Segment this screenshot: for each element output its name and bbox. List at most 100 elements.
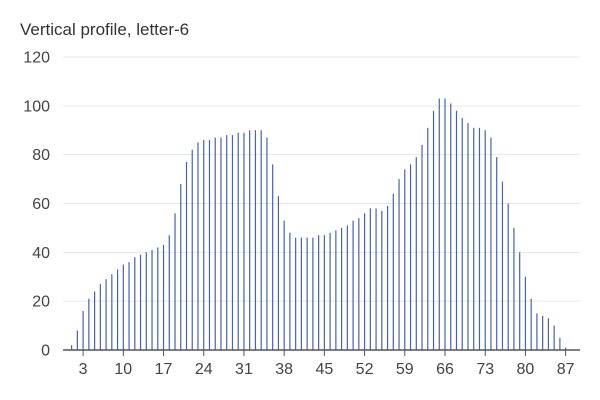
bar bbox=[185, 161, 188, 350]
bar bbox=[151, 249, 153, 350]
x-tick-label: 17 bbox=[155, 361, 173, 378]
bar bbox=[329, 232, 331, 350]
bar bbox=[455, 110, 458, 350]
bar bbox=[375, 208, 377, 350]
bar bbox=[404, 169, 406, 350]
bar bbox=[392, 193, 394, 350]
x-tick-label: 3 bbox=[79, 361, 88, 378]
bar bbox=[536, 313, 538, 350]
bar bbox=[272, 164, 274, 350]
bar bbox=[467, 122, 469, 350]
bar bbox=[450, 103, 452, 351]
bar bbox=[128, 262, 130, 350]
bar bbox=[438, 98, 440, 350]
bar bbox=[318, 235, 320, 350]
bar bbox=[174, 213, 176, 350]
x-tick-label: 73 bbox=[476, 361, 494, 378]
bar bbox=[306, 237, 308, 350]
bar bbox=[553, 325, 555, 350]
bar bbox=[484, 130, 486, 350]
x-tick-label: 66 bbox=[436, 361, 454, 378]
bar bbox=[162, 245, 165, 350]
bar bbox=[432, 110, 435, 350]
bar bbox=[220, 137, 222, 350]
bar bbox=[461, 118, 463, 351]
bar bbox=[197, 142, 199, 350]
gridlines bbox=[63, 56, 580, 302]
bar bbox=[134, 257, 136, 350]
bar bbox=[547, 318, 550, 350]
bar bbox=[88, 298, 90, 350]
bar bbox=[409, 164, 412, 350]
y-tick-label: 100 bbox=[23, 98, 50, 115]
bar bbox=[145, 252, 147, 350]
x-axis-tick-labels: 3 10 17 24 31 38 45 52 59 66 73 80 87 bbox=[79, 361, 575, 378]
bar bbox=[111, 274, 113, 350]
x-tick-label: 80 bbox=[517, 361, 535, 378]
bar bbox=[249, 130, 251, 350]
x-tick-label: 59 bbox=[396, 361, 414, 378]
bar bbox=[386, 205, 389, 350]
bar bbox=[398, 179, 400, 350]
bar bbox=[116, 269, 119, 350]
bar bbox=[231, 135, 234, 350]
bar bbox=[490, 137, 492, 350]
bar bbox=[277, 196, 280, 350]
bar-series bbox=[71, 98, 567, 351]
bar bbox=[513, 227, 515, 350]
bar bbox=[559, 337, 561, 350]
bar bbox=[542, 315, 544, 350]
bar bbox=[341, 227, 343, 350]
bar bbox=[254, 130, 257, 350]
bar bbox=[381, 210, 383, 350]
bar bbox=[214, 137, 216, 350]
y-tick-label: 60 bbox=[32, 196, 50, 213]
bar bbox=[323, 235, 325, 350]
y-tick-label: 40 bbox=[32, 245, 50, 262]
x-tick-label: 31 bbox=[235, 361, 253, 378]
x-tick-label: 45 bbox=[315, 361, 333, 378]
bar bbox=[82, 310, 84, 350]
bar bbox=[530, 298, 532, 350]
bar bbox=[507, 203, 509, 350]
bar bbox=[478, 127, 481, 350]
bar bbox=[312, 237, 314, 350]
x-tick-label: 52 bbox=[356, 361, 374, 378]
y-tick-label: 20 bbox=[32, 294, 50, 311]
bar bbox=[93, 291, 96, 350]
y-tick-label: 80 bbox=[32, 147, 50, 164]
bar bbox=[501, 181, 504, 350]
bar bbox=[524, 276, 527, 350]
bar bbox=[335, 230, 337, 350]
bar bbox=[99, 284, 101, 350]
bar bbox=[266, 137, 268, 350]
bar bbox=[369, 208, 371, 350]
bar bbox=[565, 347, 567, 350]
bar bbox=[76, 330, 78, 350]
bar bbox=[352, 220, 354, 350]
bar bbox=[295, 237, 297, 350]
bar bbox=[243, 132, 245, 350]
bar bbox=[427, 127, 429, 350]
bar bbox=[289, 232, 291, 350]
bar bbox=[203, 140, 205, 350]
bar bbox=[122, 264, 124, 350]
x-tick-label: 10 bbox=[114, 361, 132, 378]
x-tick-label: 38 bbox=[275, 361, 293, 378]
bar bbox=[191, 149, 193, 350]
bar bbox=[180, 183, 182, 350]
bar bbox=[139, 254, 142, 350]
bar bbox=[237, 132, 239, 350]
bar bbox=[415, 157, 417, 350]
x-tick-label: 87 bbox=[557, 361, 575, 378]
bar bbox=[444, 98, 446, 350]
bar bbox=[71, 345, 73, 350]
bar bbox=[421, 144, 423, 350]
bar bbox=[283, 220, 285, 350]
y-axis-tick-labels: 0 20 40 60 80 100 120 bbox=[23, 50, 50, 360]
bar bbox=[358, 218, 360, 350]
x-tick-label: 24 bbox=[195, 361, 213, 378]
bar bbox=[300, 237, 302, 350]
bar bbox=[346, 225, 348, 350]
y-tick-label: 0 bbox=[41, 343, 50, 360]
